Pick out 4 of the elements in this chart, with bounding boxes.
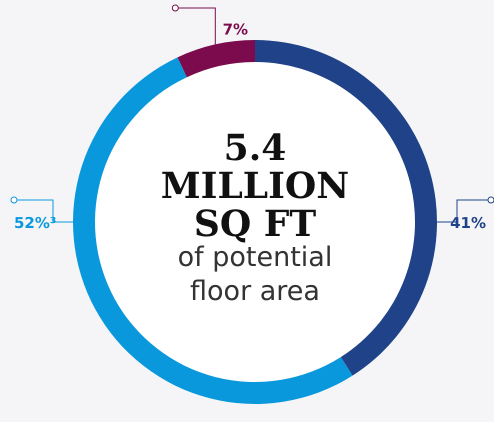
text: 5.4 MILLION SQ FT xyxy=(160,127,350,245)
data-label: 52%³ xyxy=(14,214,56,232)
data-label: 7% xyxy=(222,20,248,38)
text: of potential floor area xyxy=(178,242,332,307)
